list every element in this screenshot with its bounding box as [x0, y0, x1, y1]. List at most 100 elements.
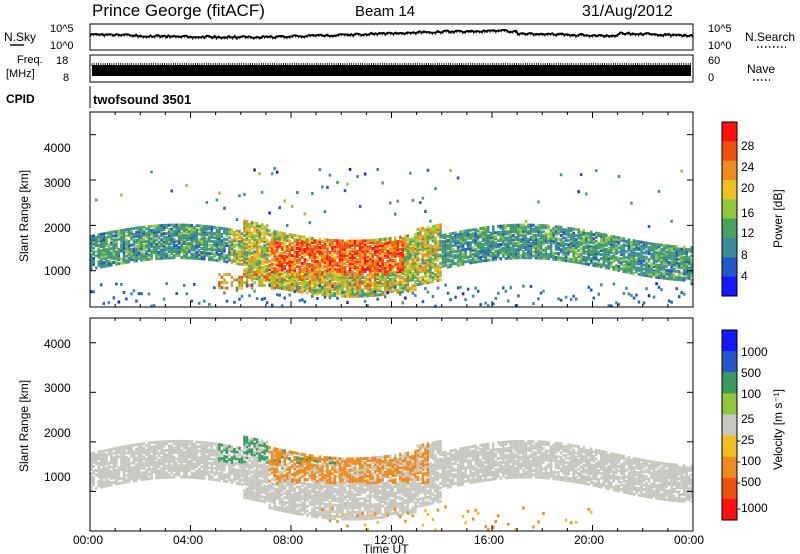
power-cell — [514, 252, 518, 256]
power-cell — [667, 275, 671, 279]
velocity-cell — [92, 478, 96, 482]
power-cell — [203, 239, 206, 243]
power-cell — [351, 292, 354, 296]
power-cell — [522, 256, 525, 260]
power-cell — [499, 236, 503, 240]
power-cell — [434, 250, 437, 254]
power-cell — [346, 257, 349, 261]
power-cell — [411, 278, 415, 282]
power-cell — [361, 261, 364, 265]
power-cell — [595, 233, 598, 237]
power-cell — [130, 231, 133, 235]
power-cell — [298, 286, 302, 290]
power-cell — [615, 237, 618, 241]
power-cell — [243, 252, 246, 256]
power-cell — [600, 253, 603, 257]
power-cell — [446, 239, 450, 243]
power-cell — [200, 255, 204, 259]
power-cell — [313, 290, 317, 294]
power-cell — [245, 244, 249, 248]
power-cell — [180, 233, 183, 237]
power-cell — [660, 260, 663, 264]
power-cell — [391, 273, 394, 277]
power-cell — [610, 263, 613, 267]
power-cell — [250, 266, 254, 270]
power-cell — [208, 247, 211, 251]
power-cell — [647, 274, 651, 278]
power-cell — [421, 265, 425, 269]
power-cell — [582, 255, 585, 259]
power-cell — [667, 299, 671, 303]
power-cell — [459, 252, 462, 256]
power-cell — [142, 252, 146, 256]
power-cell — [203, 226, 206, 230]
power-cell — [323, 244, 327, 248]
power-cell — [373, 291, 377, 295]
power-cell — [421, 243, 425, 247]
power-cell — [660, 276, 663, 280]
power-cell — [404, 263, 407, 267]
power-cell — [291, 204, 294, 208]
power-cell — [120, 249, 123, 253]
power-cell — [303, 268, 307, 272]
power-cell — [285, 253, 289, 257]
power-cell — [130, 235, 133, 239]
power-cell — [627, 268, 631, 272]
power-cell — [610, 304, 613, 308]
power-cell — [245, 260, 249, 264]
power-cell — [115, 229, 118, 233]
power-cell — [514, 238, 518, 242]
power-cell — [635, 243, 638, 247]
power-cell — [378, 270, 382, 274]
power-cell — [180, 256, 183, 260]
power-cell — [401, 286, 405, 290]
power-cell — [685, 247, 688, 251]
power-cell — [657, 276, 661, 280]
power-cell — [316, 243, 319, 247]
power-cell — [311, 291, 314, 295]
power-cell — [193, 282, 196, 286]
power-cell — [243, 258, 246, 262]
power-cell — [444, 255, 447, 259]
power-cell — [258, 239, 261, 243]
power-cell — [620, 246, 623, 250]
power-cell — [238, 258, 241, 262]
power-cell — [200, 253, 204, 257]
power-cell — [265, 250, 269, 254]
power-cell — [238, 233, 241, 237]
power-cell — [351, 294, 354, 298]
power-cell — [602, 243, 606, 247]
power-cell — [245, 281, 249, 285]
power-cell — [383, 286, 387, 290]
power-cell — [313, 283, 317, 287]
power-cell — [381, 262, 384, 266]
power-cell — [552, 237, 555, 241]
power-cell — [456, 239, 460, 243]
power-cell — [361, 249, 364, 253]
power-cell — [258, 281, 261, 285]
power-cell — [336, 278, 339, 282]
power-cell — [112, 234, 116, 238]
power-cell — [456, 257, 460, 261]
power-cell — [378, 283, 382, 287]
power-cell — [381, 283, 384, 287]
power-cell — [278, 266, 281, 270]
power-cell — [542, 289, 545, 293]
power-cell — [373, 283, 377, 287]
power-cell — [497, 253, 500, 257]
power-cell — [687, 250, 691, 254]
power-cell — [461, 240, 465, 244]
power-cell — [361, 245, 364, 249]
power-cell — [436, 246, 440, 250]
power-cell — [172, 237, 176, 241]
power-cell — [233, 253, 236, 257]
power-cell — [610, 246, 613, 250]
power-cell — [152, 245, 156, 249]
power-cell — [230, 232, 234, 236]
power-cell — [167, 240, 171, 244]
power-cell — [250, 243, 254, 247]
power-cell — [165, 282, 168, 286]
power-cell — [519, 225, 523, 229]
power-cell — [419, 201, 422, 205]
power-cell — [263, 275, 266, 279]
